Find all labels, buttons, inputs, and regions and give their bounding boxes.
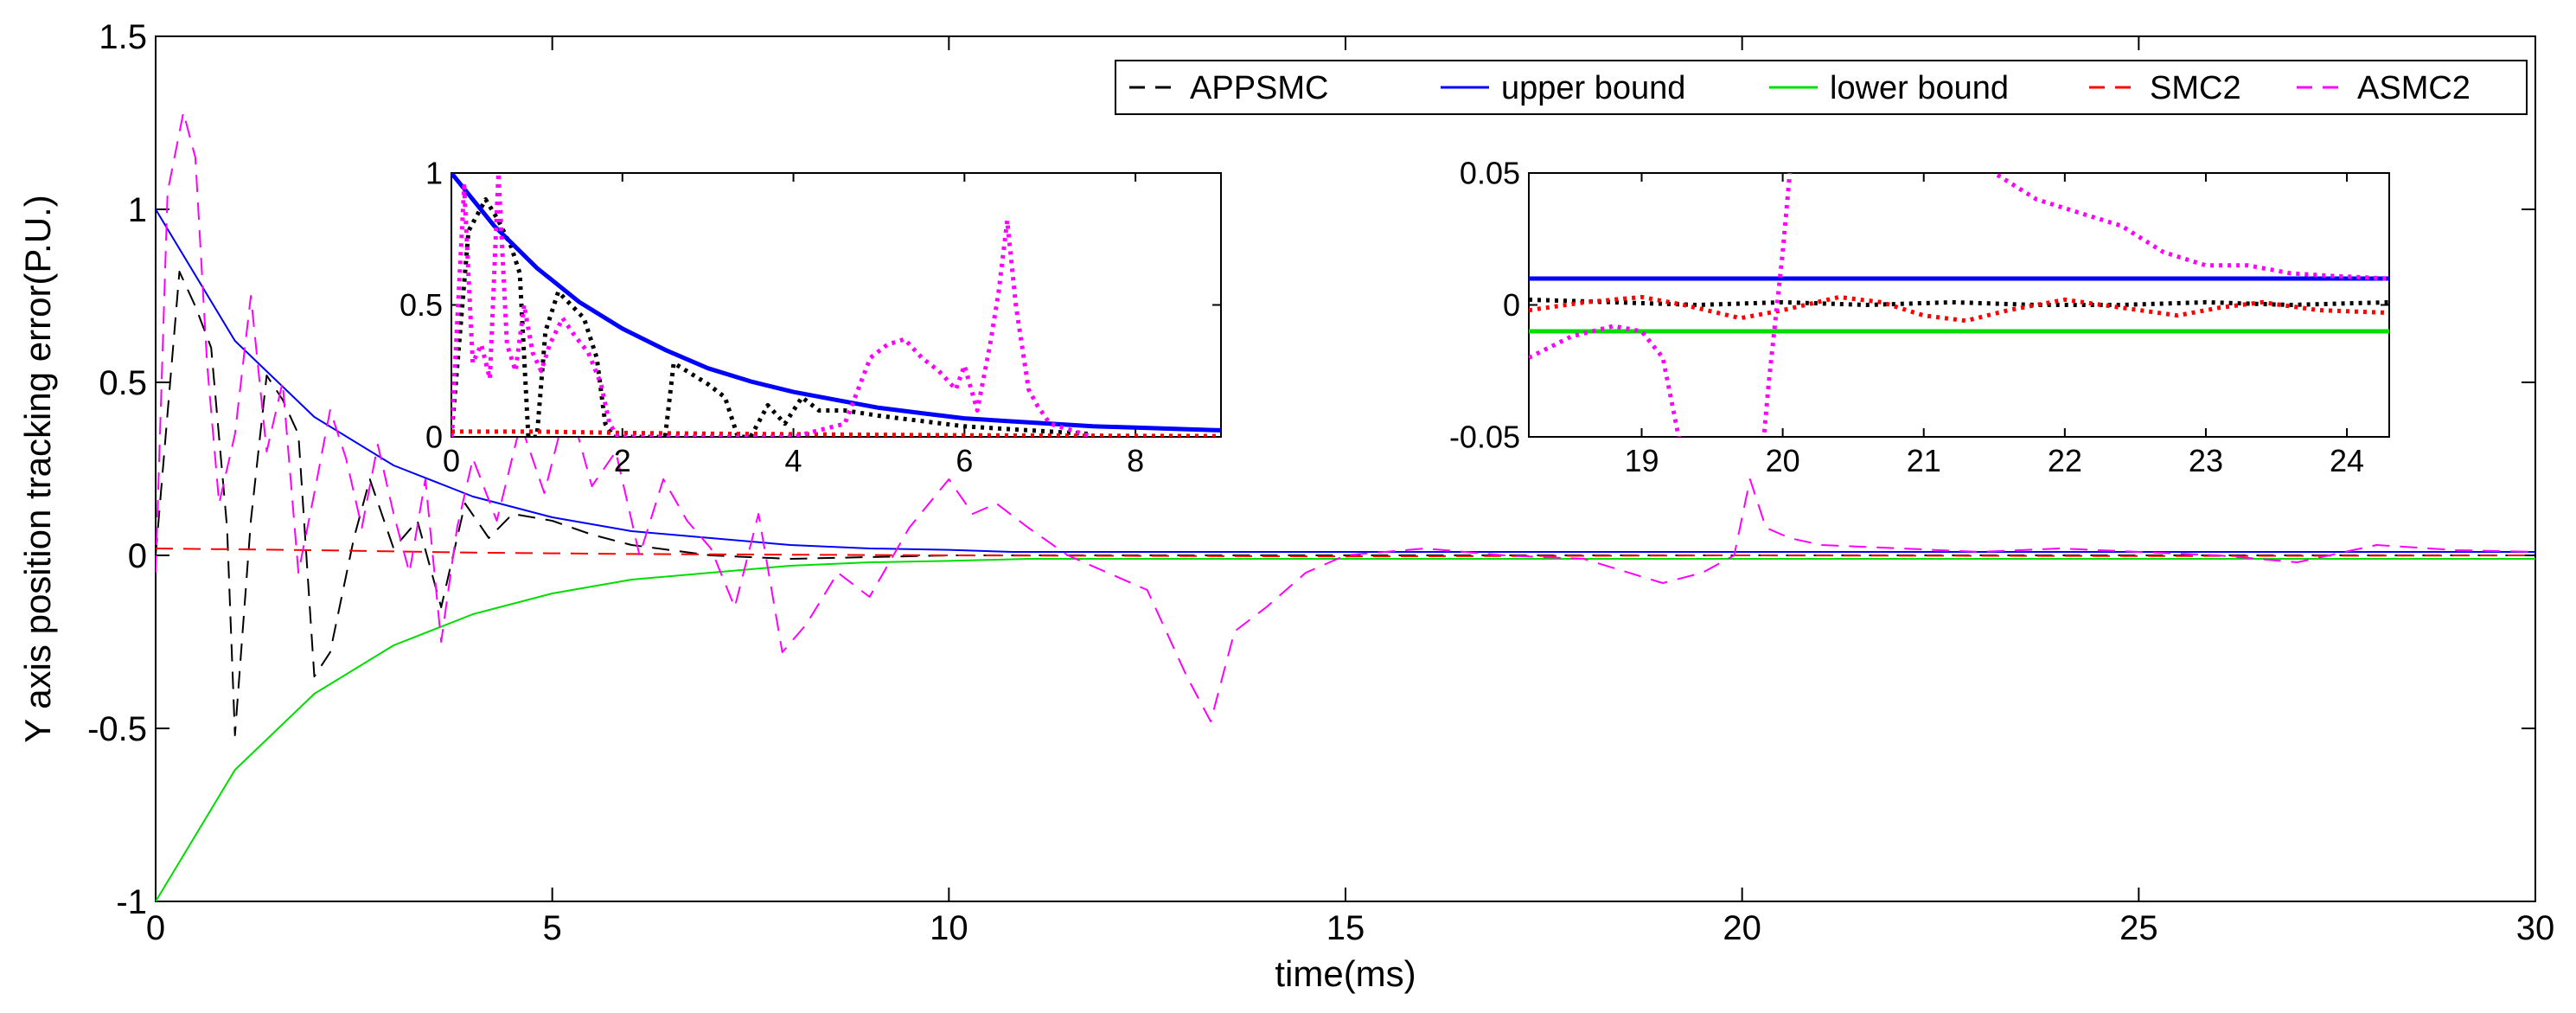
inset-2-x-tick-label: 19 <box>1624 443 1659 478</box>
inset-1-x-tick-label: 4 <box>785 443 802 478</box>
inset-2-y-tick-label: 0.05 <box>1460 156 1520 191</box>
inset-2-x-tick-label: 22 <box>2048 443 2082 478</box>
inset-2-series-smc2 <box>1529 294 2389 324</box>
main-y-tick-label: 0.5 <box>99 364 147 402</box>
main-series-smc2 <box>156 548 2535 558</box>
main-y-tick-label: 1.5 <box>99 18 147 56</box>
main-x-ticks: 0 5 10 15 20 25 30-1-0.500.511.5 <box>87 18 2554 947</box>
main-x-tick-label: 0 <box>146 909 165 947</box>
main-plot-area <box>155 35 2536 902</box>
main-x-tick-label: 15 <box>1326 909 1365 947</box>
inset-1-series-asmc2 <box>451 173 1094 437</box>
main-series-lower-bound <box>156 558 2535 901</box>
inset-1-x-tick-label: 6 <box>956 443 973 478</box>
inset-1-plot-area <box>451 172 1222 438</box>
main-y-tick-label: -0.5 <box>87 710 147 748</box>
inset-2-y-tick-label: 0 <box>1503 287 1520 323</box>
inset-2-x-tick-label: 21 <box>1907 443 1941 478</box>
legend-label-smc2: SMC2 <box>2150 70 2241 106</box>
main-y-tick-label: -1 <box>116 883 147 921</box>
legend-label-appsmc: APPSMC <box>1190 70 1328 106</box>
legend-label-lower-bound: lower bound <box>1830 70 2009 106</box>
inset-2-plot-area <box>1528 172 2390 438</box>
inset-1-series-smc2 <box>451 429 1221 437</box>
inset-2-x-tick-label: 23 <box>2189 443 2223 478</box>
legend: APPSMC upper bound lower bound SMC2 ASMC2 <box>1115 60 2528 115</box>
inset-1-y-tick-label: 0.5 <box>400 287 443 323</box>
inset-1-series-appsmc <box>451 197 1093 437</box>
inset-2-series-group <box>1529 173 2389 437</box>
main-x-tick-label: 10 <box>930 909 968 947</box>
inset-2-x-tick-label: 20 <box>1766 443 1800 478</box>
inset-2-y-tick-label: -0.05 <box>1449 420 1520 455</box>
inset-2-series-appsmc <box>1529 297 2389 307</box>
main-series-asmc2 <box>156 112 2535 722</box>
inset-1-y-tick-label: 0 <box>425 420 443 455</box>
main-y-tick-label: 0 <box>128 537 147 575</box>
inset-1-series-upper-bound <box>451 173 1221 433</box>
main-x-tick-label: 25 <box>2119 909 2158 947</box>
inset-1-x-tick-label: 8 <box>1127 443 1144 478</box>
legend-box <box>1115 60 2528 115</box>
main-x-tick-label: 30 <box>2516 909 2555 947</box>
main-x-tick-label: 20 <box>1723 909 1761 947</box>
main-series-appsmc <box>156 271 2535 736</box>
x-axis-label: time(ms) <box>1275 953 1416 994</box>
inset-2-x-tick-label: 24 <box>2330 443 2364 478</box>
inset-2-ticks: 19 20 21 22 23 24 -0.05 0 0.05 <box>1449 156 2389 478</box>
inset-1-x-tick-label: 0 <box>443 443 460 478</box>
main-x-tick-label: 5 <box>543 909 562 947</box>
y-axis-label: Y axis position tracking error(P.U.) <box>17 195 58 742</box>
inset-1-x-tick-label: 2 <box>614 443 631 478</box>
main-series-group <box>156 112 2535 901</box>
legend-label-asmc2: ASMC2 <box>2357 70 2471 106</box>
legend-label-upper-bound: upper bound <box>1501 70 1685 106</box>
inset-1-series-group <box>451 173 1221 437</box>
main-y-tick-label: 1 <box>128 191 147 229</box>
inset-1-y-tick-label: 1 <box>425 156 443 191</box>
